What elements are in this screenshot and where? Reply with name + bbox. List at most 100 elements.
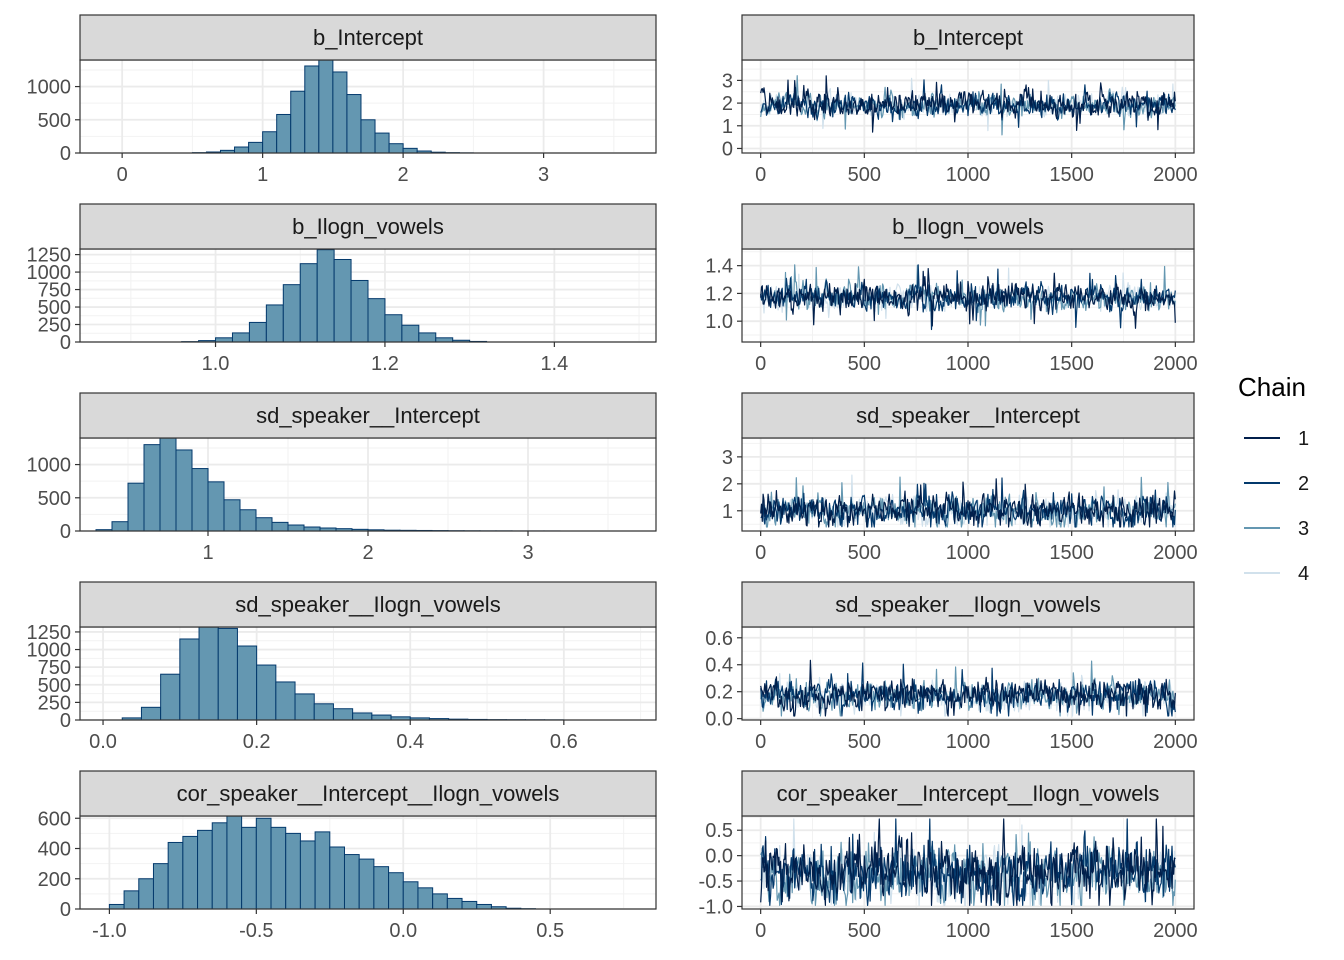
hist-b-ilogn-vowels-bar [265,304,284,343]
hist-cor-speaker-intercept-ilogn-vowels-y-tick-label: 0 [60,899,71,921]
hist-b-ilogn-vowels-bar [282,284,301,343]
hist-sd-speaker-intercept-bar [143,444,161,532]
trace-cor-speaker-intercept-ilogn-vowels-x-tick-label: 0 [755,920,766,942]
trace-b-intercept-strip [741,14,1195,61]
hist-cor-speaker-intercept-ilogn-vowels-bar [314,831,331,910]
hist-b-intercept-bar [290,90,306,154]
trace-sd-speaker-intercept-x-tick-label: 500 [848,542,881,564]
trace-b-ilogn-vowels-gridlines [742,249,1194,342]
hist-cor-speaker-intercept-ilogn-vowels-y-tick-label: 200 [38,869,71,891]
hist-b-intercept-bar [304,65,320,154]
legend-label-chain-3: 3 [1298,518,1309,540]
legend-label-chain-1: 1 [1298,428,1309,450]
hist-cor-speaker-intercept-ilogn-vowels-bar [108,903,125,910]
hist-sd-speaker-intercept-bar [111,521,129,532]
hist-sd-speaker-intercept-strip-label: sd_speaker__Intercept [256,403,480,428]
hist-b-intercept-bar [402,147,418,154]
trace-cor-speaker-intercept-ilogn-vowels-x-tick-label: 2000 [1153,920,1198,942]
hist-b-intercept-bar [388,143,404,154]
trace-cor-speaker-intercept-ilogn-vowels-chain-1-line [760,818,1176,907]
trace-sd-speaker-ilogn-vowels-panel: sd_speaker__Ilogn_vowels 0 500 1000 1500 2000… [705,581,1198,753]
trace-b-intercept-chain-1-line [760,75,1176,133]
hist-b-intercept-bar [346,94,362,154]
hist-cor-speaker-intercept-ilogn-vowels-bar [476,903,492,910]
hist-cor-speaker-intercept-ilogn-vowels-bar [285,832,301,910]
hist-sd-speaker-intercept-y-tick-label: 1000 [27,455,72,477]
hist-sd-speaker-ilogn-vowels-panel: sd_speaker__Ilogn_vowels 0.0 0.2 0.4 0.6 0250… [27,581,657,753]
trace-cor-speaker-intercept-ilogn-vowels-strip [741,770,1195,817]
trace-b-intercept-x-tick-label: 1500 [1049,164,1094,186]
hist-sd-speaker-ilogn-vowels-bar [275,681,296,721]
hist-cor-speaker-intercept-ilogn-vowels-x-tick-label: -0.5 [239,920,273,942]
hist-b-ilogn-vowels-x-tick-label: 1.0 [202,353,230,375]
hist-b-ilogn-vowels-x-tick-label: 1.4 [540,353,568,375]
trace-cor-speaker-intercept-ilogn-vowels-y-tick-label: -0.5 [699,871,733,893]
hist-cor-speaker-intercept-ilogn-vowels-bar [446,897,463,910]
hist-sd-speaker-ilogn-vowels-bar [371,714,392,721]
trace-sd-speaker-intercept-traces [760,474,1176,528]
hist-cor-speaker-intercept-ilogn-vowels-bar [270,826,287,910]
trace-b-intercept-y-tick-label: 1 [722,116,733,138]
hist-b-ilogn-vowels-bar [299,263,318,343]
hist-b-ilogn-vowels-bars [181,249,488,343]
trace-b-ilogn-vowels-strip-label: b_Ilogn_vowels [892,214,1044,239]
trace-b-ilogn-vowels-traces [760,264,1176,331]
trace-b-intercept-x-tick-label: 500 [848,164,881,186]
trace-sd-speaker-intercept-x-tick-label: 1500 [1049,542,1094,564]
hist-cor-speaker-intercept-ilogn-vowels-x-tick-label: 0.0 [389,920,417,942]
hist-b-ilogn-vowels-bar [435,337,454,343]
hist-sd-speaker-intercept-y-tick-label: 500 [38,488,71,510]
hist-b-ilogn-vowels-strip [79,203,657,250]
trace-sd-speaker-intercept-panel: sd_speaker__Intercept 0 500 1000 1500 2000 1 2 3 [722,392,1198,564]
hist-sd-speaker-ilogn-vowels-y-tick-label: 1250 [27,622,72,644]
hist-sd-speaker-intercept-bar [159,437,177,532]
trace-b-ilogn-vowels-chain-1-line [760,268,1176,329]
trace-b-ilogn-vowels-strip [741,203,1195,250]
hist-cor-speaker-intercept-ilogn-vowels-bar [241,826,257,910]
hist-sd-speaker-ilogn-vowels-bar [236,645,258,721]
hist-b-intercept-strip-label: b_Intercept [313,25,423,50]
trace-b-intercept-y-tick-label: 3 [722,70,733,92]
hist-b-ilogn-vowels-bar [248,321,267,343]
hist-cor-speaker-intercept-ilogn-vowels-bar [432,893,448,910]
hist-sd-speaker-intercept-bar [191,468,209,532]
hist-b-ilogn-vowels-bar [333,258,352,343]
hist-b-intercept-x-tick-label: 1 [257,164,268,186]
trace-b-ilogn-vowels-x-tick-label: 2000 [1153,353,1198,375]
hist-sd-speaker-ilogn-vowels-bar [332,708,354,721]
trace-sd-speaker-intercept-y-tick-label: 2 [722,474,733,496]
hist-sd-speaker-ilogn-vowels-x-tick-label: 0.6 [550,731,578,753]
hist-sd-speaker-intercept-bar [175,449,193,532]
hist-sd-speaker-ilogn-vowels-y-tick-label: 250 [38,692,71,714]
hist-b-ilogn-vowels-bar [350,279,369,343]
hist-b-intercept-bar [360,119,376,154]
hist-sd-speaker-intercept-bar [239,509,257,532]
trace-cor-speaker-intercept-ilogn-vowels-panel: cor_speaker__Intercept__Ilogn_vowels 0 500… [699,770,1198,942]
hist-sd-speaker-ilogn-vowels-bar [140,706,162,721]
hist-sd-speaker-intercept-x-tick-label: 2 [362,542,373,564]
hist-b-intercept-bar [276,113,292,154]
hist-cor-speaker-intercept-ilogn-vowels-bar [299,840,316,910]
trace-b-intercept-y-tick-label: 2 [722,93,733,115]
hist-cor-speaker-intercept-ilogn-vowels-y-tick-label: 400 [38,839,71,861]
hist-cor-speaker-intercept-ilogn-vowels-bar [343,854,360,910]
trace-sd-speaker-ilogn-vowels-traces [760,659,1176,717]
legend-label-chain-4: 4 [1298,563,1309,585]
hist-cor-speaker-intercept-ilogn-vowels-x-tick-label: 0.5 [536,920,564,942]
trace-sd-speaker-ilogn-vowels-y-tick-label: 0.0 [705,709,733,731]
trace-sd-speaker-intercept-x-tick-label: 1000 [946,542,991,564]
trace-cor-speaker-intercept-ilogn-vowels-strip-label: cor_speaker__Intercept__Ilogn_vowels [777,781,1160,806]
trace-sd-speaker-intercept-y-tick-label: 1 [722,501,733,523]
trace-b-intercept-x-tick-label: 1000 [946,164,991,186]
trace-b-ilogn-vowels-x-tick-label: 500 [848,353,881,375]
hist-b-intercept-bar [374,132,390,154]
trace-sd-speaker-ilogn-vowels-strip [741,581,1195,628]
trace-b-intercept-x-tick-label: 0 [755,164,766,186]
trace-cor-speaker-intercept-ilogn-vowels-x-tick-label: 1500 [1049,920,1094,942]
trace-sd-speaker-ilogn-vowels-strip-label: sd_speaker__Ilogn_vowels [835,592,1100,617]
hist-cor-speaker-intercept-ilogn-vowels-bar [138,878,154,910]
hist-b-ilogn-vowels-bar [215,337,233,343]
trace-cor-speaker-intercept-ilogn-vowels-y-tick-label: 0.5 [705,820,733,842]
